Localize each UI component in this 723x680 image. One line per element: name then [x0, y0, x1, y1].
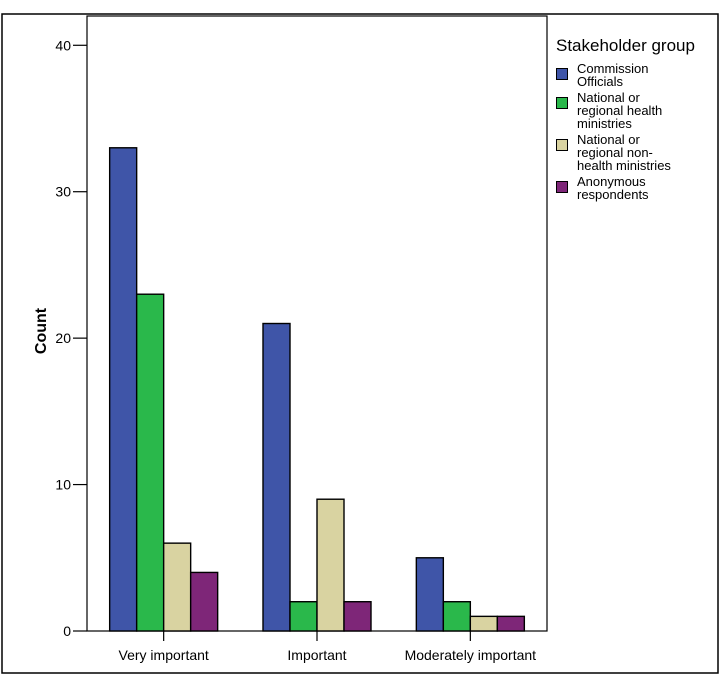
bar: [108, 147, 138, 632]
bar: [289, 601, 318, 632]
legend-item: National or regional non- health ministr…: [556, 133, 722, 172]
y-tick-label: 0: [63, 623, 71, 639]
bar: [189, 571, 219, 632]
bars: [108, 147, 526, 632]
legend-items: Commission Officials National or regional…: [556, 62, 722, 201]
legend-label: Anonymous respondents: [577, 174, 649, 202]
y-tick-label: 40: [55, 37, 71, 53]
legend-title: Stakeholder group: [556, 36, 695, 55]
legend-swatch: [556, 97, 568, 109]
legend: Stakeholder group Commission Officials Na…: [556, 36, 722, 204]
y-tick-label: 20: [55, 330, 71, 346]
y-axis: 0 10 20 30 40: [55, 37, 87, 639]
x-tick-label: Moderately important: [405, 647, 537, 663]
x-axis: Very important Important Moderately import…: [119, 631, 537, 663]
bar: [469, 615, 499, 632]
chart-border: [1, 13, 719, 674]
x-tick-label: Very important: [119, 647, 209, 663]
bar: [135, 293, 165, 632]
y-axis-label: Count: [33, 307, 50, 354]
legend-label: Commission Officials: [577, 61, 649, 89]
legend-label: National or regional non- health ministr…: [577, 132, 671, 173]
y-tick-label: 10: [55, 477, 71, 493]
bar: [316, 498, 345, 632]
legend-item: National or regional health ministries: [556, 91, 722, 130]
bar: [415, 557, 445, 632]
y-tick-label: 30: [55, 184, 71, 200]
legend-item: Anonymous respondents: [556, 175, 722, 201]
bar: [343, 601, 372, 632]
bar: [496, 615, 526, 632]
legend-item: Commission Officials: [556, 62, 722, 88]
bar: [262, 322, 291, 632]
bar: [442, 601, 472, 632]
legend-swatch: [556, 68, 568, 80]
legend-swatch: [556, 139, 568, 151]
bar: [162, 542, 192, 632]
legend-label: National or regional health ministries: [577, 90, 663, 131]
legend-swatch: [556, 181, 568, 193]
x-tick-label: Important: [287, 647, 346, 663]
